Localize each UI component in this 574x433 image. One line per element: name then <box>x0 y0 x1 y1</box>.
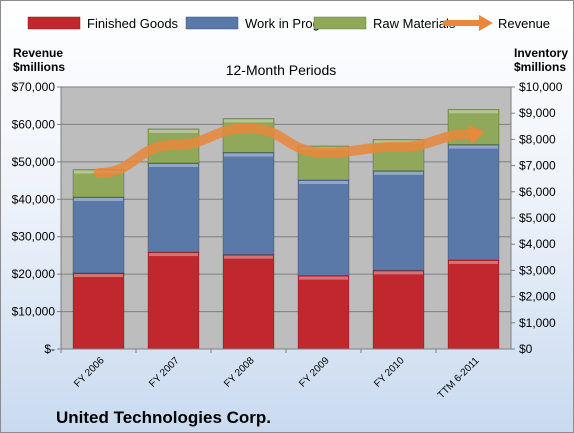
bar-highlight <box>449 260 498 264</box>
y-left-label-line1: Revenue <box>13 46 63 60</box>
bar-finished-goods <box>147 251 200 350</box>
bar-work-in-progress <box>222 152 275 255</box>
legend-swatch-raw-materials <box>313 16 367 30</box>
y-left-tick-label: $40,000 <box>12 192 56 206</box>
x-category-label: FY 2010 <box>372 355 407 390</box>
y-right-tick-labels: $0 $1,000 $2,000 $3,000 $4,000 $5,000 $6,000 $7… <box>519 80 563 356</box>
bar-highlight <box>149 129 198 133</box>
bar-finished-goods <box>297 275 350 350</box>
y-right-tick-label: $0 <box>519 342 533 356</box>
y-right-tick-label: $9,000 <box>519 106 556 120</box>
legend-swatch-work-in-progress <box>185 16 239 30</box>
legend-swatch-revenue <box>443 15 493 31</box>
bar-highlight <box>149 253 198 257</box>
bar-work-in-progress <box>72 196 125 274</box>
x-category-labels: FY 2006 FY 2007 FY 2008 FY 2009 FY 2010 TTM 6… <box>72 355 482 401</box>
revenue-line-layer <box>93 123 486 179</box>
y-left-tick-labels: $- $10,000 $20,000 $30,000 $40,000 $50,000 $60… <box>12 80 56 356</box>
y-right-tick-label: $2,000 <box>519 290 556 304</box>
bar-highlight <box>149 163 198 167</box>
revenue-arrowhead <box>467 124 486 145</box>
y-left-tick-label: $30,000 <box>12 230 56 244</box>
bar-finished-goods <box>72 272 125 350</box>
bar-highlight <box>224 255 273 259</box>
bar-finished-goods <box>447 259 500 350</box>
y-left-tick-label: $70,000 <box>12 80 56 94</box>
legend-label-raw-materials: Raw Materials <box>373 16 456 31</box>
bar-highlight <box>224 119 273 123</box>
bar-highlight <box>299 181 348 185</box>
gridlines <box>61 86 511 313</box>
legend-label-finished-goods: Finished Goods <box>87 16 179 31</box>
bar-finished-goods <box>372 270 425 350</box>
bar-highlight <box>374 171 423 175</box>
x-category-label: FY 2007 <box>147 355 182 390</box>
bar-highlight <box>449 145 498 149</box>
y-left-tick-label: $20,000 <box>12 267 56 281</box>
y-right-tick-label: $4,000 <box>519 237 556 251</box>
revenue-line <box>93 123 479 179</box>
y-right-label-line1: Inventory <box>514 46 568 60</box>
bar-work-in-progress <box>372 170 425 271</box>
y-right-tick-label: $1,000 <box>519 316 556 330</box>
legend: Finished Goods Work in Progress Raw Mate… <box>27 15 550 31</box>
bar-work-in-progress <box>147 162 200 253</box>
x-category-label: FY 2006 <box>72 355 107 390</box>
x-category-label: FY 2008 <box>222 355 257 390</box>
bar-highlight <box>224 153 273 157</box>
y-left-label-line2: $millions <box>13 60 65 74</box>
y-left-tick-label: $60,000 <box>12 117 56 131</box>
y-right-tick-label: $5,000 <box>519 211 556 225</box>
company-name: United Technologies Corp. <box>56 408 271 427</box>
y-right-tick-label: $6,000 <box>519 185 556 199</box>
bar-finished-goods <box>222 254 275 350</box>
legend-label-revenue: Revenue <box>498 16 550 31</box>
bar-work-in-progress <box>447 144 500 261</box>
bar-highlight <box>74 198 123 202</box>
bar-work-in-progress <box>297 179 350 276</box>
y-right-label-line2: $millions <box>514 60 566 74</box>
axes <box>57 86 515 353</box>
bar-highlight <box>74 274 123 278</box>
chart-subtitle: 12-Month Periods <box>226 62 337 78</box>
y-left-tick-label: $50,000 <box>12 155 56 169</box>
plot-area <box>61 87 511 349</box>
bar-highlight <box>299 276 348 280</box>
y-right-tick-label: $3,000 <box>519 263 556 277</box>
x-category-label: TTM 6-2011 <box>436 355 482 401</box>
y-right-tick-label: $7,000 <box>519 159 556 173</box>
legend-swatch-finished-goods <box>27 16 81 30</box>
bar-highlight <box>374 271 423 275</box>
bar-highlight <box>449 110 498 114</box>
y-right-tick-label: $8,000 <box>519 132 556 146</box>
y-right-tick-label: $10,000 <box>519 80 563 94</box>
y-left-tick-label: $- <box>44 342 55 356</box>
x-category-label: FY 2009 <box>297 355 332 390</box>
y-left-tick-label: $10,000 <box>12 305 56 319</box>
